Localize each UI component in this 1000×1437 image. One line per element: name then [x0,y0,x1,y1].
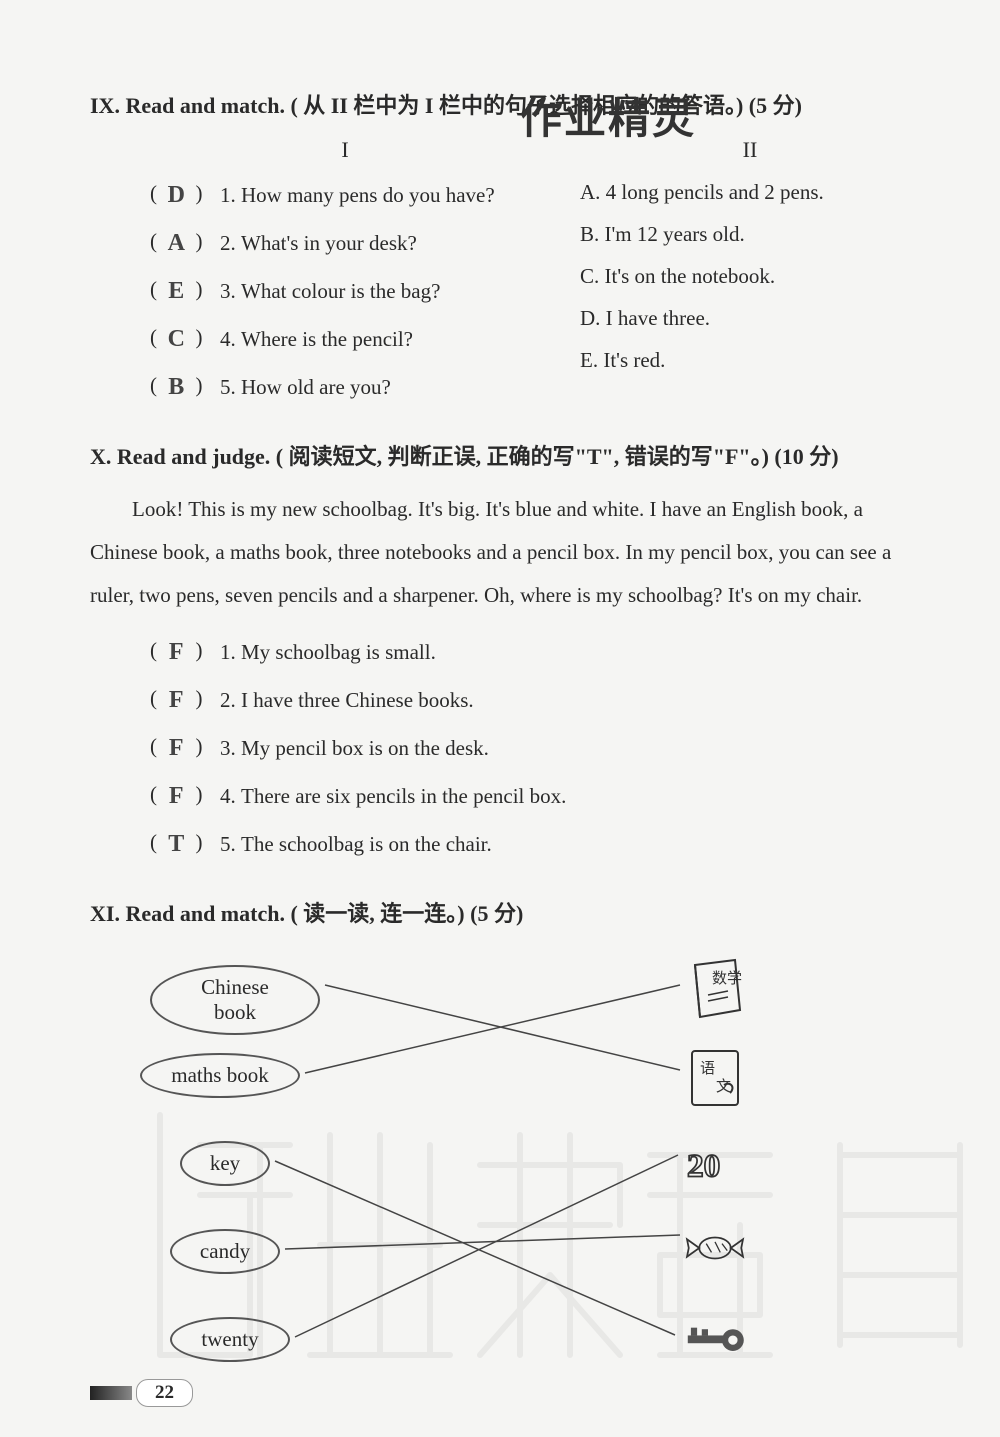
ix-q4-text: Where is the pencil? [241,318,413,360]
svg-text:语: 语 [700,1060,715,1077]
ix-q3-num: 3. [220,270,236,312]
x-q3-num: 3. [220,727,236,769]
page-number: 22 [90,1379,193,1407]
x-q1-text: My schoolbag is small. [241,631,436,673]
ix-q4: ( C ) 4. Where is the pencil? [150,315,580,363]
chinese-book-icon: 语 文 [680,1043,750,1113]
x-q3-text: My pencil box is on the desk. [241,727,489,769]
ix-ansD: D. I have three. [580,297,920,339]
ix-q1-text: How many pens do you have? [241,174,495,216]
match-area: Chinese book maths book key candy twenty… [120,955,920,1415]
ix-q5-num: 5. [220,366,236,408]
ix-a2: A [162,219,190,267]
key-icon [680,1295,750,1365]
bubble-key: key [180,1141,270,1186]
page-number-value: 22 [136,1379,193,1407]
x-a3: F [162,724,190,772]
ix-q1: ( D ) 1. How many pens do you have? [150,171,580,219]
ix-q3: ( E ) 3. What colour is the bag? [150,267,580,315]
ix-a4: C [162,315,190,363]
bubble-twenty: twenty [170,1317,290,1362]
ix-q5-text: How old are you? [241,366,391,408]
x-q4: ( F ) 4. There are six pencils in the pe… [150,772,920,820]
x-q2-num: 2. [220,679,236,721]
twenty-icon: 20 [680,1131,750,1201]
x-a4: F [162,772,190,820]
x-q2-text: I have three Chinese books. [241,679,474,721]
x-q5-text: The schoolbag is on the chair. [241,823,492,865]
section-xi-title: XI. Read and match. ( 读一读, 连一连。) (5 分) [90,896,920,931]
ix-ansB: B. I'm 12 years old. [580,213,920,255]
ix-ansE: E. It's red. [580,339,920,381]
svg-text:20: 20 [687,1147,720,1184]
ix-q2-num: 2. [220,222,236,264]
x-q5-num: 5. [220,823,236,865]
section-x-passage: Look! This is my new schoolbag. It's big… [90,488,920,617]
x-a5: T [162,820,190,868]
x-q4-text: There are six pencils in the pencil box. [241,775,566,817]
bubble-candy: candy [170,1229,280,1274]
x-q1-num: 1. [220,631,236,673]
ix-q5: ( B ) 5. How old are you? [150,363,580,411]
ix-a5: B [162,363,190,411]
x-q3: ( F ) 3. My pencil box is on the desk. [150,724,920,772]
ix-ansA: A. 4 long pencils and 2 pens. [580,171,920,213]
column-ii: II A. 4 long pencils and 2 pens. B. I'm … [580,137,920,411]
x-a2: F [162,676,190,724]
svg-text:数学: 数学 [712,970,742,987]
x-a1: F [162,628,190,676]
ix-ansC: C. It's on the notebook. [580,255,920,297]
page-bar-icon [90,1386,132,1400]
ix-q3-text: What colour is the bag? [241,270,440,312]
bubble-maths-book: maths book [140,1053,300,1098]
candy-icon [680,1213,750,1283]
col-i-header: I [110,137,580,163]
x-q2: ( F ) 2. I have three Chinese books. [150,676,920,724]
bubble-chinese-book: Chinese book [150,965,320,1035]
ix-a1: D [162,171,190,219]
x-q5: ( T ) 5. The schoolbag is on the chair. [150,820,920,868]
svg-text:文: 文 [716,1078,731,1095]
ix-a3: E [162,267,190,315]
section-x-list: ( F ) 1. My schoolbag is small. ( F ) 2.… [150,628,920,868]
ix-q1-num: 1. [220,174,236,216]
section-ix-title: IX. Read and match. ( 从 II 栏中为 I 栏中的句子选择… [90,88,920,123]
x-q1: ( F ) 1. My schoolbag is small. [150,628,920,676]
section-ix-columns: I ( D ) 1. How many pens do you have? ( … [150,137,920,411]
maths-book-icon: 数学 [680,955,750,1025]
ix-q2: ( A ) 2. What's in your desk? [150,219,580,267]
watermark-top: 作业精灵 [520,85,696,146]
ix-q2-text: What's in your desk? [241,222,417,264]
x-q4-num: 4. [220,775,236,817]
ix-q4-num: 4. [220,318,236,360]
column-i: I ( D ) 1. How many pens do you have? ( … [150,137,580,411]
section-x-title: X. Read and judge. ( 阅读短文, 判断正误, 正确的写"T"… [90,439,920,474]
